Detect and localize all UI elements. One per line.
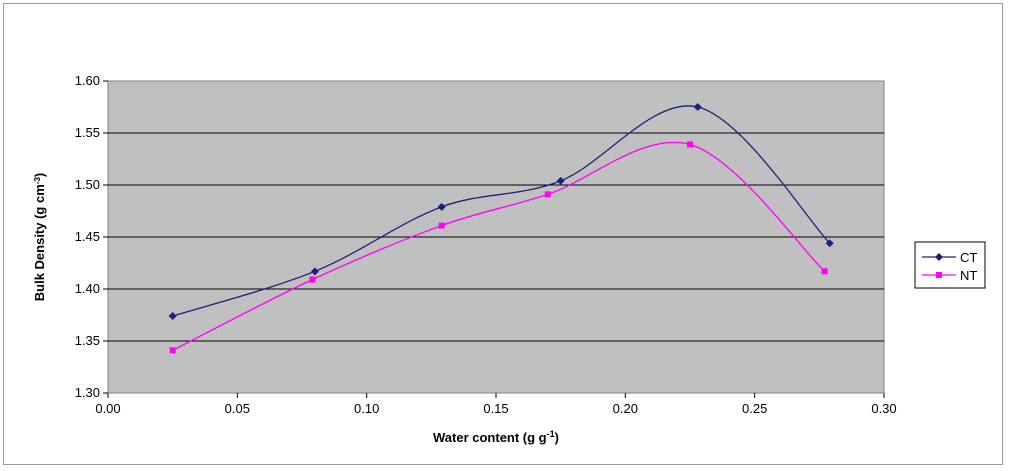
x-tick-label: 0.30: [871, 401, 896, 416]
y-axis-title-main: Bulk Density (g cm: [32, 184, 47, 301]
legend: CT NT: [914, 241, 986, 289]
data-point-ct: [168, 312, 177, 321]
x-tick-label: 0.00: [95, 401, 120, 416]
x-tick-label: 0.25: [742, 401, 767, 416]
legend-entry-nt: NT: [922, 268, 977, 283]
y-axis-title-superscript: -3: [33, 177, 42, 185]
line-chart: 1.30 1.35 1.40 1.45 1.50 1.55 1.60 0.00 0.05 0.1…: [32, 73, 986, 445]
data-point-nt: [821, 268, 828, 275]
legend-label-ct: CT: [960, 250, 977, 265]
y-axis-title: Bulk Density (g cm-3): [32, 173, 47, 302]
legend-entry-ct: CT: [922, 250, 977, 265]
y-tick-label: 1.35: [75, 333, 100, 348]
legend-marker-nt: [936, 272, 942, 278]
x-tick-label: 0.10: [354, 401, 379, 416]
y-tick-label: 1.30: [75, 385, 100, 400]
x-tick-label: 0.05: [225, 401, 250, 416]
data-point-ct: [825, 239, 834, 248]
y-tick-label: 1.50: [75, 177, 100, 192]
legend-marker-ct: [935, 253, 943, 261]
x-tick-label: 0.20: [613, 401, 638, 416]
data-point-nt: [544, 191, 551, 198]
x-tick-label: 0.15: [483, 401, 508, 416]
y-tick-label: 1.45: [75, 229, 100, 244]
x-axis-title-end: ): [555, 430, 559, 445]
x-axis-title-main: Water content (g g: [433, 430, 547, 445]
y-tick-label: 1.40: [75, 281, 100, 296]
x-axis-title: Water content (g g-1): [433, 429, 559, 445]
series-line-ct: [172, 105, 831, 317]
y-axis-title-end: ): [32, 173, 47, 177]
data-point-ct: [693, 103, 702, 111]
series-line-nt: [172, 141, 825, 351]
data-point-nt: [309, 276, 316, 283]
legend-box: [914, 241, 986, 289]
data-point-ct: [310, 267, 319, 276]
y-tick-label: 1.55: [75, 125, 100, 140]
data-point-ct: [556, 176, 565, 185]
data-point-nt: [687, 141, 693, 148]
legend-label-nt: NT: [960, 268, 977, 283]
data-point-nt: [169, 347, 176, 354]
data-point-nt: [438, 222, 445, 229]
data-point-ct: [437, 202, 446, 211]
chart-frame: 1.30 1.35 1.40 1.45 1.50 1.55 1.60 0.00 0.05 0.1…: [3, 3, 1003, 465]
x-axis-title-superscript: -1: [547, 429, 555, 439]
y-tick-label: 1.60: [75, 73, 100, 88]
